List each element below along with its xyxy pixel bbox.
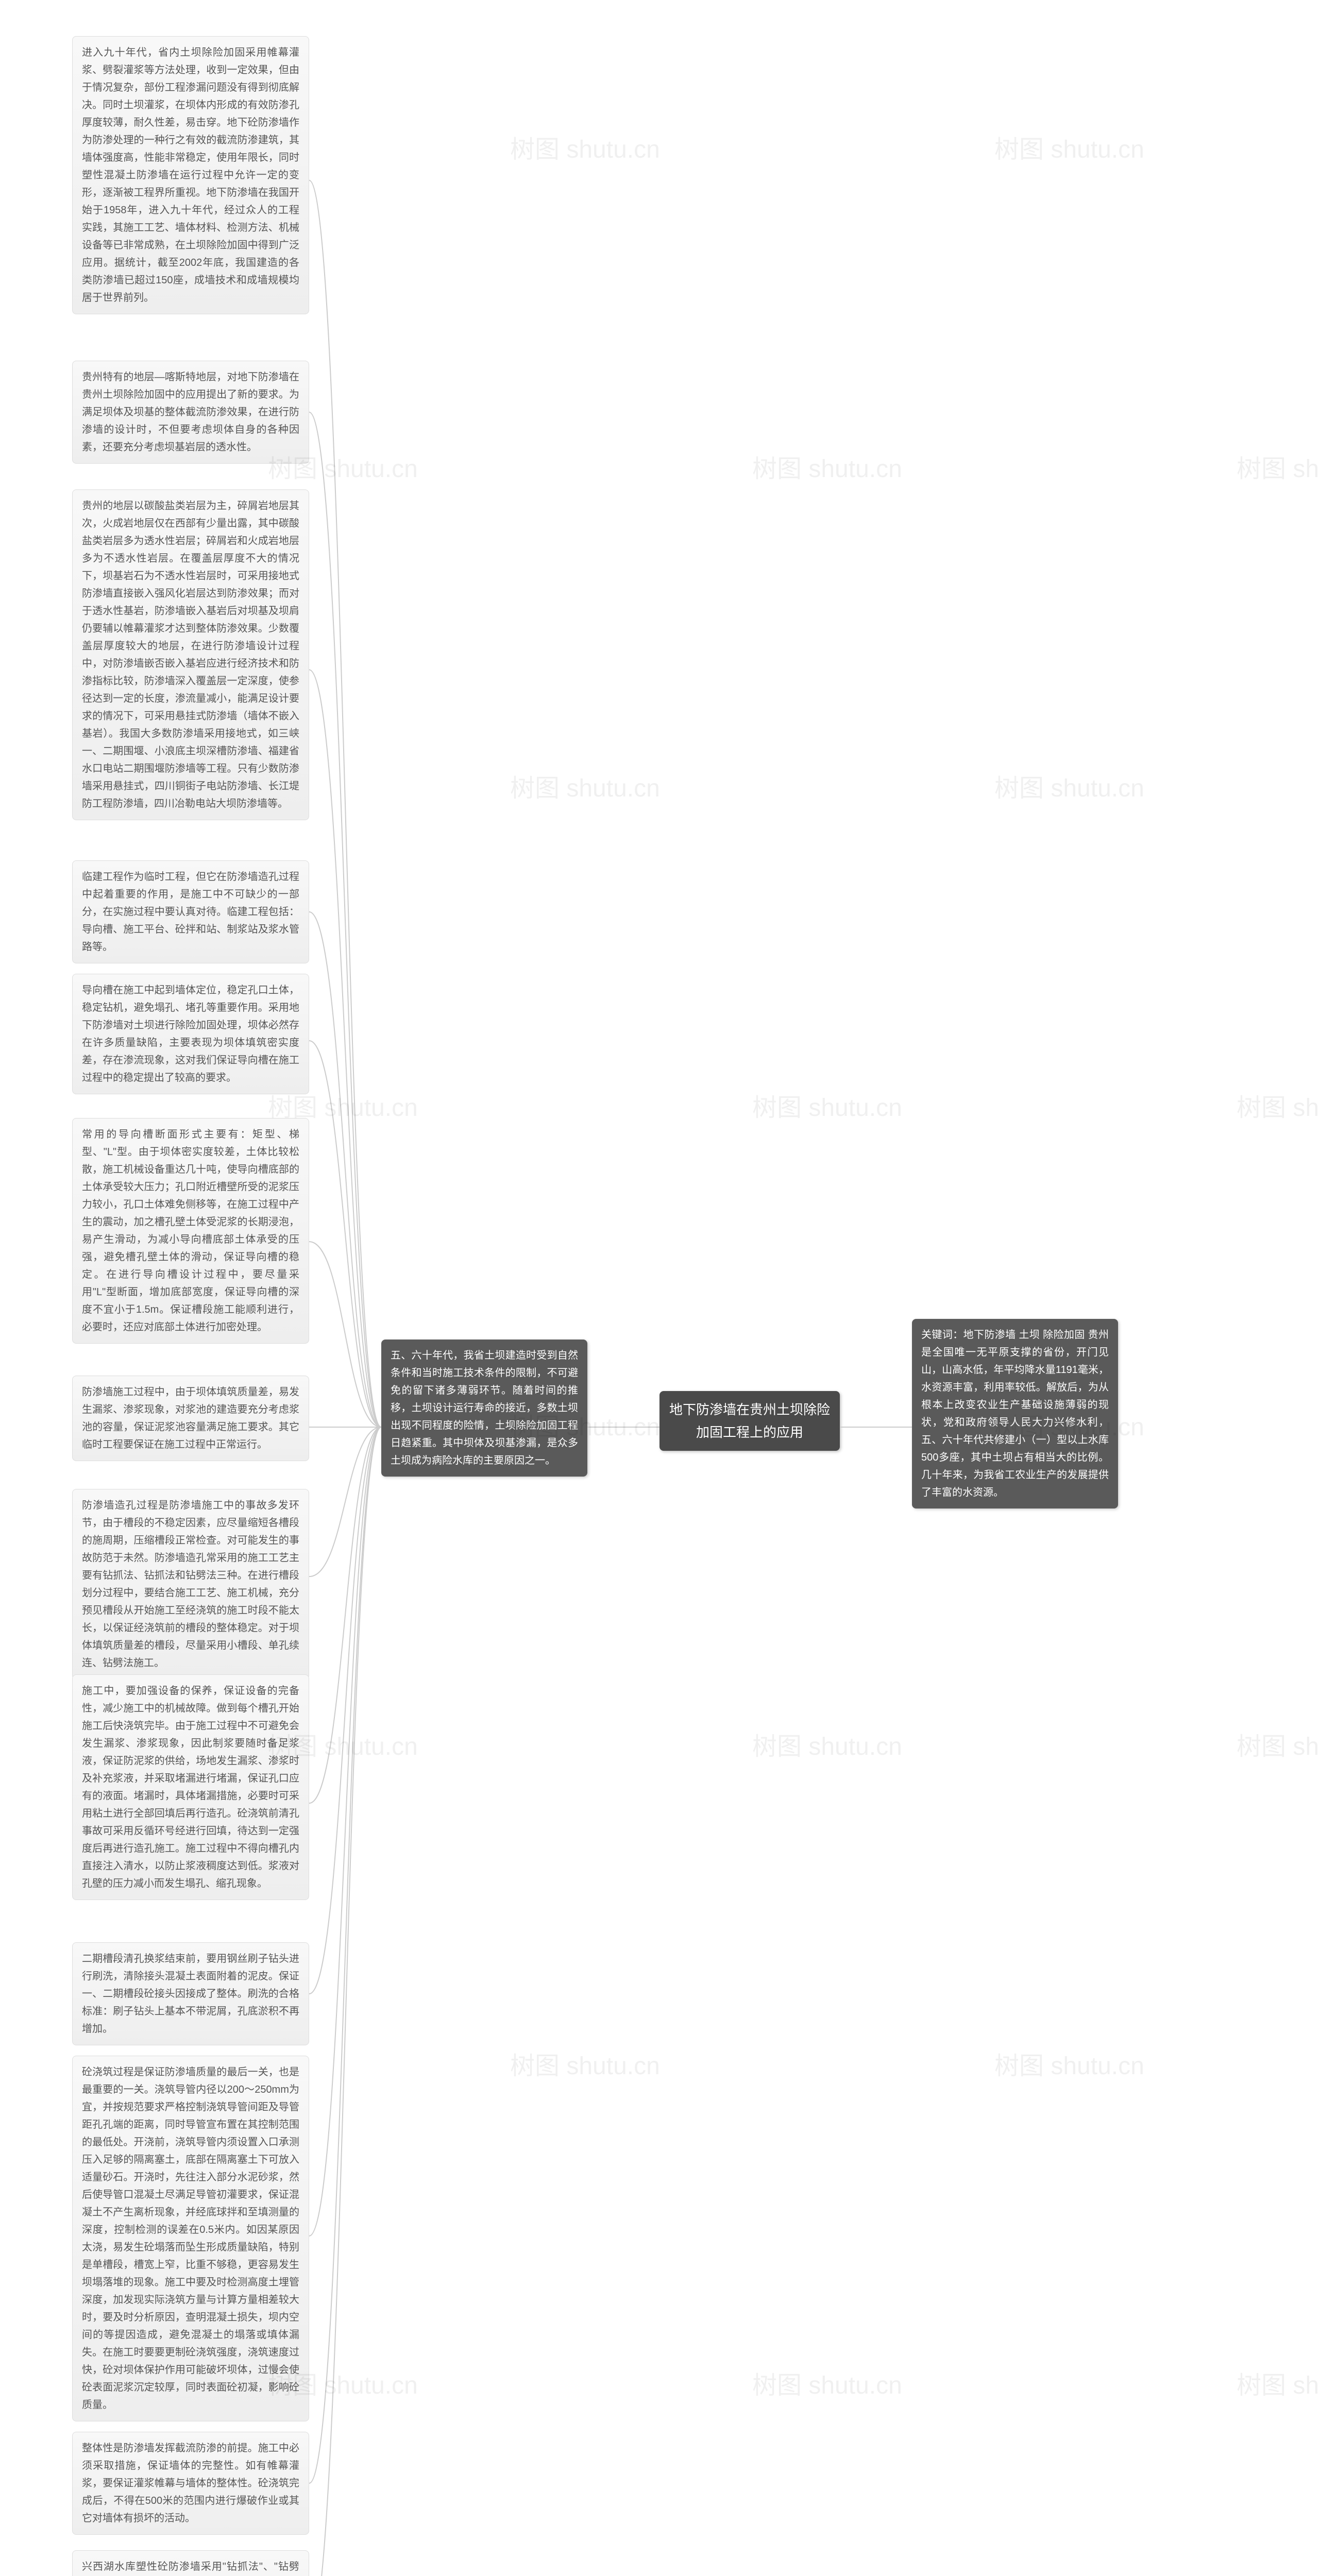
connector-canvas: [0, 0, 1319, 2576]
